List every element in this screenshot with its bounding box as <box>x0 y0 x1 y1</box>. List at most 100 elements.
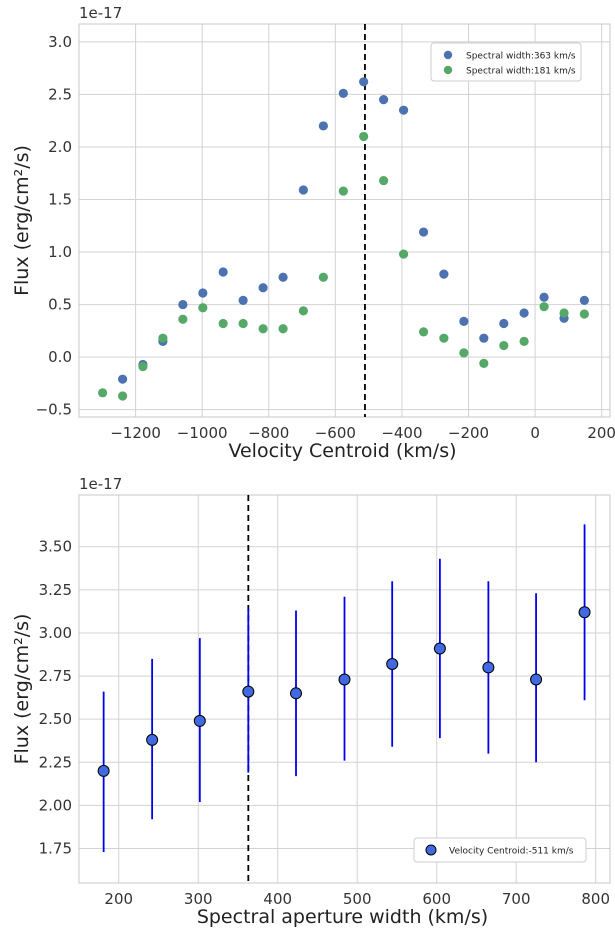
top-y-tick-label: −0.5 <box>36 401 72 419</box>
top-series-1-point <box>338 186 348 196</box>
top-legend-label: Spectral width:181 km/s <box>466 67 576 77</box>
bottom-x-tick-label: 700 <box>502 890 531 908</box>
top-series-0-point <box>398 105 409 115</box>
top-y-offset-label: 1e-17 <box>79 4 122 22</box>
top-series-1-point <box>418 327 429 337</box>
top-series-0-point <box>499 318 509 329</box>
top-series-0-point <box>379 95 389 105</box>
top-y-tick-label: 0.0 <box>48 348 72 366</box>
top-x-tick-label: 0 <box>530 424 540 442</box>
top-series-1-point <box>198 303 208 313</box>
top-series-1-point <box>479 358 489 369</box>
top-series-0-point <box>519 308 529 318</box>
top-x-axis-label: Velocity Centroid (km/s) <box>228 440 456 462</box>
top-series-0-point <box>258 283 268 293</box>
top-series-1-point <box>158 333 168 343</box>
top-series-1-point <box>539 302 549 312</box>
top-y-axis-label: Flux (erg/cm²/s) <box>11 145 33 296</box>
top-series-0-point <box>318 121 328 131</box>
bottom-x-tick-label: 300 <box>184 890 213 908</box>
top-x-tick-label: −1200 <box>110 424 161 442</box>
bottom-x-tick-label: 400 <box>263 890 292 908</box>
top-x-tick-label: 200 <box>587 424 615 442</box>
top-legend-marker <box>443 50 453 60</box>
bottom-chart: 200 300 400 500 600 700 800 1.75 2.00 2.25 2.50 2.7… <box>11 475 611 928</box>
top-y-tick-label: 1.5 <box>48 190 72 208</box>
bottom-y-tick-label: 2.00 <box>39 796 72 814</box>
bottom-y-tick-label: 2.25 <box>39 753 72 771</box>
top-axes-frame <box>78 23 611 418</box>
bottom-data-point <box>242 685 255 698</box>
top-series-0-point <box>298 185 308 195</box>
top-series-1-point <box>398 249 409 259</box>
top-series-1-point <box>278 324 288 334</box>
bottom-data-point <box>482 661 495 674</box>
bottom-y-tick-label: 2.50 <box>39 710 72 728</box>
top-series-0-point <box>278 272 288 282</box>
top-series-1-point <box>298 306 308 316</box>
bottom-y-tick-label: 1.75 <box>39 840 72 858</box>
top-legend-label: Spectral width:363 km/s <box>466 52 576 62</box>
top-series-1-point <box>379 175 389 186</box>
top-series-0-point <box>178 299 188 310</box>
bottom-y-tick-label: 3.00 <box>39 624 72 642</box>
bottom-x-tick-label: 500 <box>343 890 372 908</box>
top-series-1-point <box>138 361 148 372</box>
bottom-x-tick-label: 800 <box>581 890 610 908</box>
bottom-legend: Velocity Centroid:-511 km/s <box>413 837 587 863</box>
bottom-data-point <box>386 657 399 670</box>
top-series-1-point <box>559 308 569 318</box>
bottom-data-point <box>193 714 206 727</box>
top-series-1-point <box>218 318 228 329</box>
bottom-x-axis-label: Spectral aperture width (km/s) <box>197 906 488 928</box>
top-series-1-point <box>499 340 509 351</box>
top-x-tick-label: −200 <box>448 424 489 442</box>
top-legend-marker <box>443 65 453 75</box>
bottom-y-offset-label: 1e-17 <box>79 475 122 493</box>
top-series-1-point <box>98 388 108 398</box>
top-series-1-point <box>258 324 268 334</box>
top-series-1-point <box>439 333 449 343</box>
bottom-x-tick-label: 600 <box>422 890 451 908</box>
bottom-legend-marker <box>425 844 437 856</box>
top-series-1-point <box>519 336 529 346</box>
top-series-0-point <box>198 288 208 298</box>
bottom-data-point <box>338 673 351 686</box>
top-series-1-point <box>178 314 188 324</box>
top-y-tick-label: 2.5 <box>48 85 72 103</box>
top-y-tick-label: 2.0 <box>48 138 72 156</box>
bottom-data-point <box>433 642 446 655</box>
top-series-0-point <box>579 295 589 305</box>
top-series-0-point <box>338 88 348 98</box>
top-series-1-point <box>459 348 469 358</box>
top-legend: Spectral width:363 km/s Spectral width:18… <box>430 42 582 82</box>
bottom-y-tick-label: 3.25 <box>39 581 72 599</box>
top-y-tick-label: 1.0 <box>48 243 72 261</box>
bottom-y-axis-label: Flux (erg/cm²/s) <box>11 614 33 765</box>
bottom-y-tick-label: 3.50 <box>39 538 72 556</box>
top-chart: −1200 −1000 −800 −600 −400 −200 0 200 −0.5 0.0 0.5… <box>11 4 615 462</box>
bottom-data-point <box>290 687 303 700</box>
top-y-tick-label: 3.0 <box>48 33 72 51</box>
top-plot-area <box>79 24 610 417</box>
bottom-data-point <box>578 606 591 619</box>
top-series-0-point <box>238 295 248 305</box>
top-series-1-point <box>579 309 589 319</box>
bottom-data-point <box>530 673 543 686</box>
top-x-tick-label: −400 <box>381 424 422 442</box>
bottom-y-tick-label: 2.75 <box>39 667 72 685</box>
bottom-data-point <box>97 764 110 777</box>
top-legend-box <box>430 42 582 82</box>
bottom-legend-label: Velocity Centroid:-511 km/s <box>449 847 574 857</box>
bottom-x-tick-label: 200 <box>104 890 133 908</box>
top-series-0-point <box>418 227 429 237</box>
top-series-0-point <box>359 77 369 87</box>
top-y-tick-label: 0.5 <box>48 296 72 314</box>
top-series-0-point <box>479 333 489 343</box>
top-series-0-point <box>218 267 228 277</box>
top-x-tick-label: −1000 <box>177 424 228 442</box>
top-series-0-point <box>439 269 449 279</box>
top-series-0-point <box>539 292 549 302</box>
bottom-legend-box <box>413 837 587 863</box>
